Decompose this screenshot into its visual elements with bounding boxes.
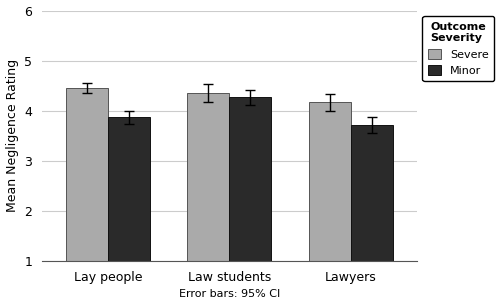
Bar	[188, 93, 230, 261]
Legend: Severe, Minor: Severe, Minor	[422, 16, 494, 81]
Y-axis label: Mean Negligence Rating: Mean Negligence Rating	[6, 59, 18, 212]
X-axis label: Error bars: 95% CI: Error bars: 95% CI	[178, 289, 280, 300]
Bar	[108, 117, 150, 261]
Bar	[230, 97, 271, 261]
Bar	[66, 88, 108, 261]
Bar	[308, 102, 350, 261]
Bar	[350, 125, 393, 261]
